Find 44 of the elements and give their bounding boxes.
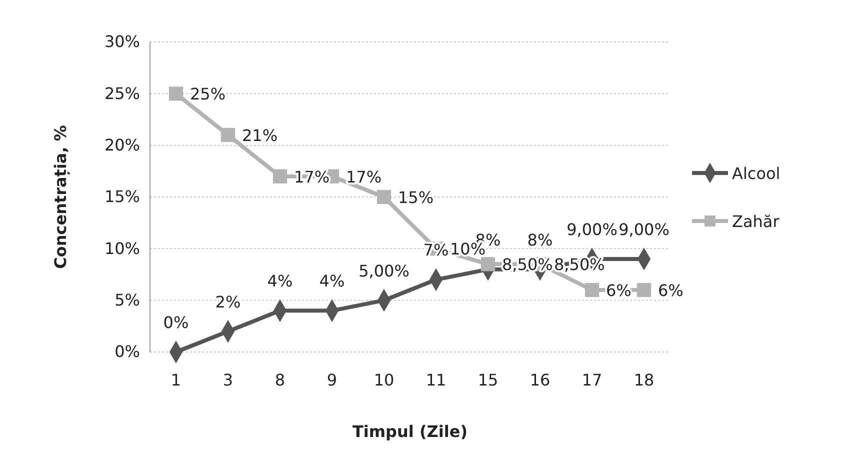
data-label: 5,00% [358,261,410,280]
x-tick-label: 18 [634,370,654,390]
data-label: 6% [606,281,632,300]
point [376,190,392,204]
point [636,282,652,298]
x-tick-label: 11 [426,370,446,390]
y-tick-label: 20% [104,135,140,154]
data-label: 21% [242,126,278,145]
x-tick-label: 3 [222,370,234,390]
y-tick-label: 25% [104,84,140,103]
data-label: 15% [398,188,434,207]
y-axis-title: Concentrația, % [51,125,70,269]
data-label: 6% [658,281,684,300]
y-tick-label: 5% [114,290,140,310]
x-tick-label: 15 [478,370,498,390]
data-label: 0% [163,313,189,332]
point [480,257,496,272]
point [168,86,184,101]
y-tick-label: 30% [104,32,140,52]
x-tick-label: 8 [274,370,286,390]
x-tick-label: 17 [582,370,602,390]
data-label: 17% [346,167,382,186]
legend-label: Alcool [732,164,780,183]
data-label: 4% [267,272,293,291]
point [220,128,236,142]
point [272,169,288,184]
data-label: 2% [215,292,241,312]
y-tick-label: 15% [104,187,140,206]
data-label: 4% [319,272,345,291]
x-tick-label: 10 [374,370,394,390]
y-tick-label: 10% [104,238,140,258]
data-label: 17% [294,167,330,186]
legend-label: Zahăr [732,212,780,231]
data-label: 9,00% [566,220,618,239]
data-label: 9,00% [618,220,670,239]
data-label: 7% [423,240,449,260]
x-tick-label: 9 [326,370,338,390]
x-tick-label: 16 [530,370,550,390]
x-axis-title: Timpul (Zile) [352,422,468,441]
point [584,282,600,298]
data-label: 25% [190,84,226,104]
y-tick-label: 0% [114,342,140,362]
data-label: 8% [527,230,553,250]
x-tick-label: 1 [170,370,182,390]
